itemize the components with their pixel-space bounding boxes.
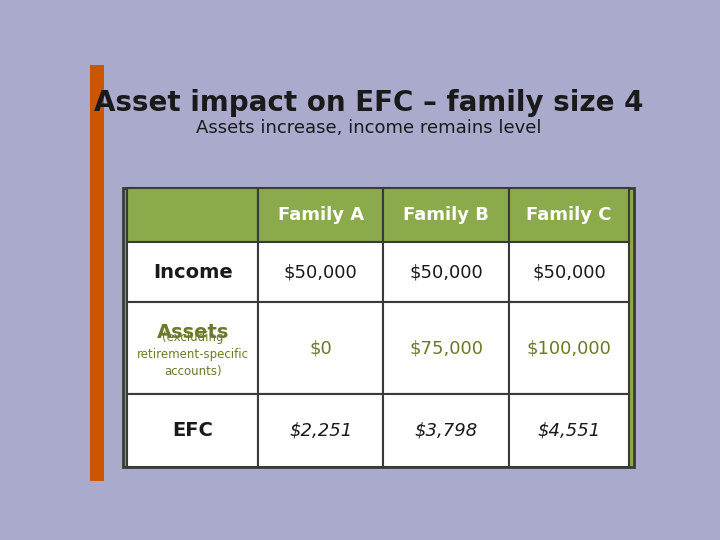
Bar — [258, 188, 384, 242]
Text: EFC: EFC — [172, 421, 213, 440]
Text: Family A: Family A — [278, 206, 364, 224]
Text: $100,000: $100,000 — [526, 339, 611, 357]
Text: $3,798: $3,798 — [415, 422, 477, 440]
Bar — [509, 394, 629, 467]
Bar — [258, 394, 384, 467]
Bar — [122, 188, 634, 467]
Text: Asset impact on EFC – family size 4: Asset impact on EFC – family size 4 — [94, 89, 644, 117]
Bar — [384, 188, 509, 242]
Text: Income: Income — [153, 263, 233, 282]
Bar — [127, 302, 258, 394]
Bar — [384, 394, 509, 467]
Text: $50,000: $50,000 — [409, 264, 483, 281]
Text: Family B: Family B — [403, 206, 489, 224]
Text: $2,251: $2,251 — [289, 422, 352, 440]
Text: Family C: Family C — [526, 206, 612, 224]
Text: Assets: Assets — [156, 323, 229, 342]
Text: $50,000: $50,000 — [532, 264, 606, 281]
Text: $50,000: $50,000 — [284, 264, 358, 281]
Bar — [509, 188, 629, 242]
Text: Assets increase, income remains level: Assets increase, income remains level — [197, 119, 541, 137]
Bar — [509, 302, 629, 394]
Text: (excluding
retirement-specific
accounts): (excluding retirement-specific accounts) — [137, 331, 248, 378]
Bar — [384, 302, 509, 394]
Bar — [90, 65, 104, 481]
Bar — [127, 394, 258, 467]
Bar — [384, 242, 509, 302]
Text: $0: $0 — [310, 339, 332, 357]
Bar — [258, 242, 384, 302]
Bar — [258, 302, 384, 394]
Bar — [509, 242, 629, 302]
Bar — [127, 188, 258, 242]
Bar — [127, 242, 258, 302]
Text: $4,551: $4,551 — [537, 422, 600, 440]
Text: $75,000: $75,000 — [409, 339, 483, 357]
